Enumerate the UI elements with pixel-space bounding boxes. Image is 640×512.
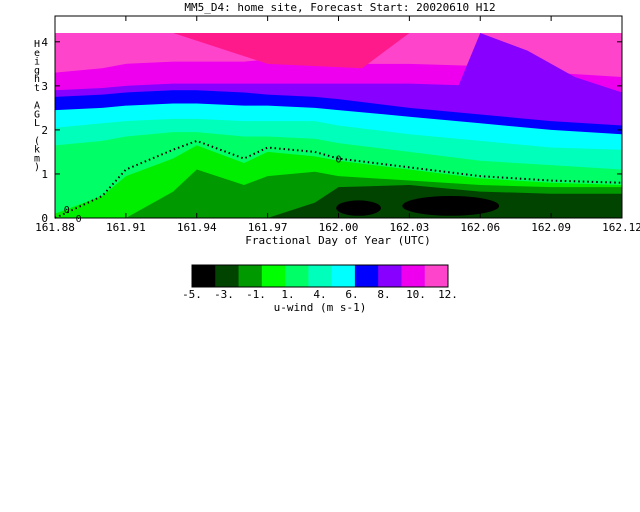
colorbar-tick-label: 10.	[406, 288, 426, 301]
y-tick-label: 1	[41, 168, 48, 181]
y-axis-label-char: m	[34, 153, 40, 164]
zero-contour-label: 0	[64, 205, 70, 216]
y-axis-label-char: G	[34, 109, 40, 120]
colorbar-tick-label: 1.	[281, 288, 294, 301]
zero-contour-label: 0	[76, 214, 82, 225]
colorbar-tick-label: 6.	[345, 288, 358, 301]
colorbar-swatch	[215, 265, 240, 287]
y-tick-label: 3	[41, 80, 48, 93]
colorbar: -5. -3. -1. 1. 4. 6. 8. 10. 12.	[182, 264, 458, 301]
colorbar-tick-label: -3.	[214, 288, 234, 301]
x-tick-label: 161.94	[177, 221, 217, 234]
colorbar-swatch	[261, 265, 286, 287]
field-min-cell-0	[336, 200, 382, 216]
colorbar-tick-label: -1.	[246, 288, 266, 301]
y-axis-label-char: )	[34, 162, 40, 173]
chart-title: MM5_D4: home site, Forecast Start: 20020…	[184, 1, 495, 14]
colorbar-swatch	[424, 265, 449, 287]
x-tick-label: 162.09	[531, 221, 571, 234]
y-tick-label: 4	[41, 36, 48, 49]
x-tick-label: 162.12	[602, 221, 640, 234]
colorbar-tick-label: 4.	[313, 288, 326, 301]
y-tick-label: 0	[41, 212, 48, 225]
x-axis-label: Fractional Day of Year (UTC)	[245, 234, 430, 247]
colorbar-swatch	[308, 265, 333, 287]
colorbar-swatch	[331, 265, 356, 287]
y-axis-label-char: i	[34, 57, 40, 68]
y-tick-label: 2	[41, 124, 48, 137]
y-axis-label-char: t	[34, 83, 40, 94]
y-axis: 0 1 2 3 4	[41, 36, 622, 225]
x-tick-label: 162.06	[460, 221, 500, 234]
x-tick-label: 161.91	[106, 221, 146, 234]
colorbar-tick-label: 12.	[438, 288, 458, 301]
colorbar-label: u-wind (m s-1)	[274, 301, 367, 314]
colorbar-swatch	[192, 265, 216, 287]
y-axis-label-char: L	[34, 118, 40, 129]
colorbar-swatch	[401, 265, 426, 287]
y-axis-label-char: k	[34, 145, 40, 156]
colorbar-swatch	[354, 265, 379, 287]
x-tick-label: 162.03	[390, 221, 430, 234]
y-axis-label-char: H	[34, 39, 40, 50]
y-axis-label-char: h	[34, 74, 40, 85]
x-axis: 161.88 161.91 161.94 161.97 162.00 162.03 162.…	[35, 16, 640, 234]
colorbar-swatch	[285, 265, 309, 287]
colorbar-tick-label: -5.	[182, 288, 202, 301]
x-tick-label: 161.97	[248, 221, 288, 234]
field-purple-region	[456, 33, 622, 122]
colorbar-swatch	[378, 265, 402, 287]
y-axis-label-char: (	[34, 136, 40, 147]
colorbar-swatch	[238, 265, 263, 287]
field-min-cell-1	[402, 195, 500, 216]
plot-area: 000	[54, 33, 623, 225]
zero-contour-label: 0	[335, 155, 341, 166]
y-axis-label-char: g	[34, 65, 40, 76]
x-tick-label: 162.00	[319, 221, 359, 234]
colorbar-frame	[191, 264, 449, 288]
x-tick-label: 161.88	[35, 221, 75, 234]
y-axis-label-char: e	[34, 48, 40, 59]
field-max-region	[173, 33, 410, 69]
y-axis-label-char: A	[34, 101, 40, 112]
zero-contour-line	[54, 139, 623, 219]
colorbar-tick-label: 8.	[377, 288, 390, 301]
